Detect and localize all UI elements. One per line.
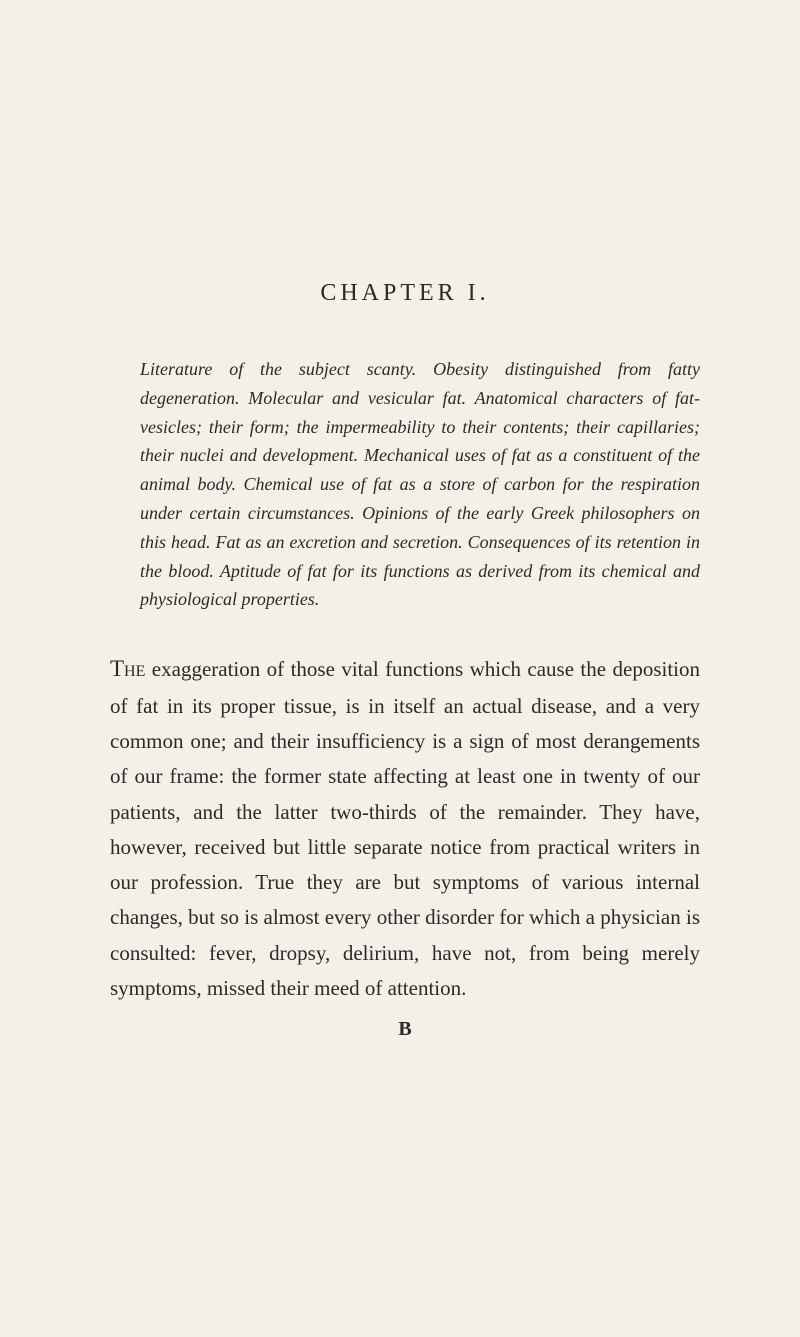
signature-mark: B bbox=[110, 1018, 700, 1041]
page-content: CHAPTER I. Literature of the subject sca… bbox=[110, 280, 700, 1041]
first-word: The bbox=[110, 656, 145, 681]
chapter-title: CHAPTER I. bbox=[110, 280, 700, 307]
chapter-summary: Literature of the subject scanty. Obesit… bbox=[110, 355, 700, 614]
body-text-content: exaggeration of those vital functions wh… bbox=[110, 657, 700, 1000]
body-paragraph: The exaggeration of those vital function… bbox=[110, 650, 700, 1006]
